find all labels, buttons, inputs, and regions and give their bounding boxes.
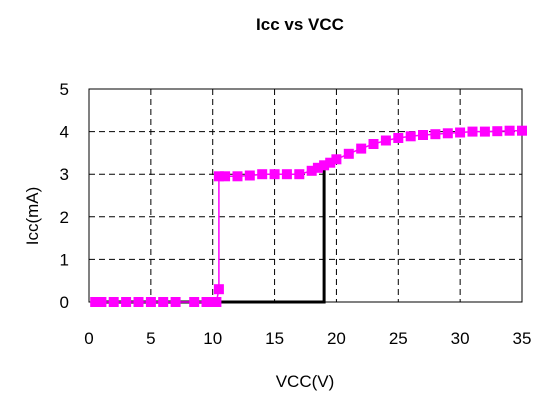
series-1-point <box>343 148 354 159</box>
series-1-point <box>294 169 305 180</box>
series-1-point <box>281 169 292 180</box>
series-1-point <box>145 297 156 307</box>
series-1-point <box>418 130 428 140</box>
x-tick-label: 20 <box>327 329 346 348</box>
y-tick-label: 2 <box>60 208 69 227</box>
series-1-point <box>504 125 515 136</box>
series-1-point <box>467 126 478 137</box>
series-1-point <box>312 162 323 173</box>
series-1-line <box>95 129 522 303</box>
series-1-point <box>90 297 101 307</box>
series-1-point <box>368 139 379 149</box>
series-1-point <box>405 131 416 142</box>
y-tick-label: 4 <box>60 123 69 142</box>
series-1-point <box>189 297 200 307</box>
series-1-point <box>133 297 144 307</box>
y-tick-label: 1 <box>60 250 69 269</box>
x-axis-label: VCC(V) <box>276 372 335 391</box>
series-1-point <box>479 126 490 137</box>
series-1-point <box>232 171 243 182</box>
series-1-point <box>517 125 527 136</box>
series-1-point <box>393 133 404 143</box>
x-tick-label: 10 <box>203 329 222 348</box>
plot-area <box>88 88 523 303</box>
grid-lines <box>89 89 522 302</box>
series-1-point <box>325 157 336 168</box>
chart-title: Icc vs VCC <box>256 15 344 34</box>
series-0-line <box>95 169 326 304</box>
series-1-point <box>492 126 503 137</box>
series-1-point <box>442 128 453 139</box>
series-1-point <box>257 169 268 180</box>
x-tick-label: 30 <box>451 329 470 348</box>
series-1-point <box>244 170 255 181</box>
series-1-point <box>319 160 330 171</box>
series-1-point <box>211 297 222 307</box>
tick-labels: 0 5 10 15 20 25 30 35 0 1 2 3 4 5 <box>60 80 532 348</box>
series-1-point <box>269 169 280 180</box>
x-tick-label: 15 <box>265 329 284 348</box>
series-1-point <box>220 171 231 182</box>
series-layer <box>90 125 527 307</box>
series-1-point <box>380 135 391 146</box>
series-1-point <box>331 154 342 165</box>
x-tick-label: 35 <box>513 329 532 348</box>
x-tick-label: 5 <box>146 329 155 348</box>
y-axis-label: Icc(mA) <box>23 187 42 246</box>
series-1-point <box>213 284 224 295</box>
x-tick-label: 0 <box>84 329 93 348</box>
series-1-point <box>158 297 169 307</box>
series-1-point <box>108 297 119 307</box>
series-1-point <box>213 171 224 182</box>
y-tick-label: 3 <box>60 165 69 184</box>
x-tick-label: 25 <box>389 329 408 348</box>
series-1-point <box>430 129 441 140</box>
series-1-point <box>306 165 317 176</box>
y-tick-label: 0 <box>60 293 69 312</box>
series-1-point <box>96 297 107 307</box>
series-1-point <box>170 297 181 307</box>
series-1-point <box>356 143 367 154</box>
series-1-point <box>121 297 132 307</box>
series-1-point <box>201 297 212 307</box>
series-1-point <box>455 127 466 138</box>
y-tick-label: 5 <box>60 80 69 99</box>
